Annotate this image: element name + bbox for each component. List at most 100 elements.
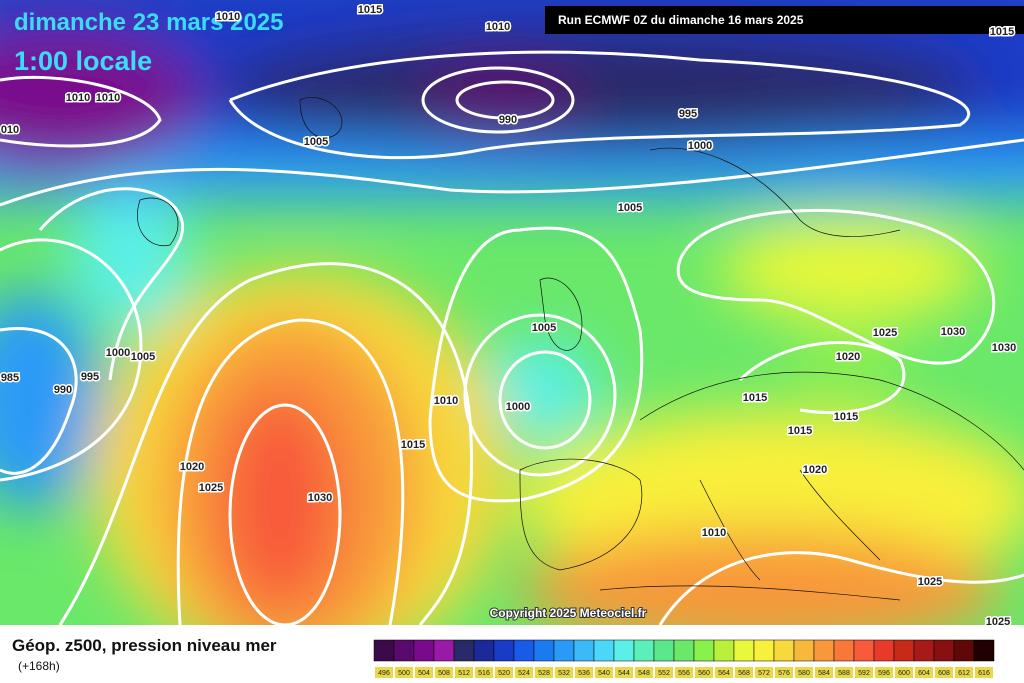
legend-swatch — [493, 639, 515, 662]
isobar-label: 995 — [679, 108, 697, 120]
legend-label-bg — [435, 667, 453, 678]
legend-label: 536 — [578, 670, 590, 677]
legend-swatch — [813, 639, 835, 662]
legend-label-bg — [975, 667, 993, 678]
run-box — [545, 6, 1024, 34]
isobar-label: 1000 — [106, 347, 130, 359]
isobar-label: 1025 — [199, 482, 223, 494]
isobar-label: 1030 — [308, 492, 332, 504]
color-legend: 496 500 504 508 512 516 520 524 528 532 536 540 544 5… — [373, 639, 995, 678]
legend-swatch — [473, 639, 495, 662]
legend-label-bg — [415, 667, 433, 678]
legend-swatch — [653, 639, 675, 662]
isobar-label: 1025 — [918, 576, 942, 588]
legend-swatch — [833, 639, 855, 662]
legend-label: 608 — [938, 670, 950, 677]
legend-swatch — [433, 639, 455, 662]
isobar-label: 1010 — [66, 92, 90, 104]
legend-label-bg — [595, 667, 613, 678]
legend-label-bg — [575, 667, 593, 678]
legend-swatch — [933, 639, 955, 662]
legend-swatch — [793, 639, 815, 662]
legend-label: 568 — [738, 670, 750, 677]
legend-label: 516 — [478, 670, 490, 677]
legend-label: 528 — [538, 670, 550, 677]
isobar-label: 1010 — [434, 395, 458, 407]
isobars — [0, 50, 1024, 625]
legend-label: 548 — [638, 670, 650, 677]
legend-label-bg — [395, 667, 413, 678]
legend-label-bg — [515, 667, 533, 678]
legend-label: 592 — [858, 670, 870, 677]
legend-label-bg — [815, 667, 833, 678]
isobar-label: 1020 — [180, 461, 204, 473]
isobar-label: 1015 — [358, 4, 382, 16]
copyright: Copyright 2025 Meteociel.fr — [490, 606, 647, 620]
legend-label: 544 — [618, 670, 630, 677]
legend-swatch — [393, 639, 415, 662]
isobar-label: 010 — [1, 124, 19, 136]
isobar-label: 990 — [499, 114, 517, 126]
legend-swatch — [953, 639, 975, 662]
legend-label: 600 — [898, 670, 910, 677]
isobar-label: 1010 — [96, 92, 120, 104]
isobar-label: 1010 — [486, 21, 510, 33]
legend-label-bg — [535, 667, 553, 678]
legend-label: 504 — [418, 670, 430, 677]
legend-label: 556 — [678, 670, 690, 677]
legend-label: 604 — [918, 670, 930, 677]
isobar-label: 1010 — [702, 527, 726, 539]
footer-title: Géop. z500, pression niveau mer — [12, 636, 277, 655]
isobar-label: 1005 — [304, 136, 328, 148]
isobar-label: 1015 — [990, 26, 1014, 38]
legend-label: 552 — [658, 670, 670, 677]
isobar-label: 1000 — [506, 401, 530, 413]
legend-swatch — [533, 639, 555, 662]
isobar-label: 1005 — [131, 351, 155, 363]
legend-label-bg — [655, 667, 673, 678]
legend-swatch — [893, 639, 915, 662]
legend-label: 496 — [378, 670, 390, 677]
legend-swatch — [593, 639, 615, 662]
legend-label-bg — [835, 667, 853, 678]
legend-label: 560 — [698, 670, 710, 677]
legend-label-bg — [635, 667, 653, 678]
legend-swatch — [873, 639, 895, 662]
legend-swatch — [733, 639, 755, 662]
legend-swatch — [553, 639, 575, 662]
coastlines — [137, 97, 1024, 601]
isobar-label: 1020 — [803, 464, 827, 476]
legend-label: 520 — [498, 670, 510, 677]
legend-label-bg — [955, 667, 973, 678]
legend-swatch — [753, 639, 775, 662]
legend-label-bg — [375, 667, 393, 678]
isobar-label: 1000 — [688, 140, 712, 152]
legend-label: 580 — [798, 670, 810, 677]
isobar-label: 1030 — [992, 342, 1016, 354]
legend-swatch — [453, 639, 475, 662]
legend-label-bg — [615, 667, 633, 678]
legend-label: 540 — [598, 670, 610, 677]
legend-label-bg — [695, 667, 713, 678]
legend-swatch — [673, 639, 695, 662]
legend-label-bg — [715, 667, 733, 678]
legend-label-bg — [775, 667, 793, 678]
isobar-label: 1030 — [941, 326, 965, 338]
isobar-label: 1015 — [743, 392, 767, 404]
legend-swatch — [373, 639, 395, 662]
legend-swatch — [573, 639, 595, 662]
legend-label-bg — [935, 667, 953, 678]
map-date: dimanche 23 mars 2025 — [14, 9, 284, 36]
isobar-label: 1010 — [216, 11, 240, 23]
footer-lead: (+168h) — [18, 659, 60, 673]
legend-label: 512 — [458, 670, 470, 677]
legend-label-bg — [795, 667, 813, 678]
isobar-label: 1015 — [834, 411, 858, 423]
legend-label-bg — [855, 667, 873, 678]
isobar-label: 985 — [1, 372, 19, 384]
isobar-label: 995 — [81, 371, 99, 383]
legend-label: 572 — [758, 670, 770, 677]
